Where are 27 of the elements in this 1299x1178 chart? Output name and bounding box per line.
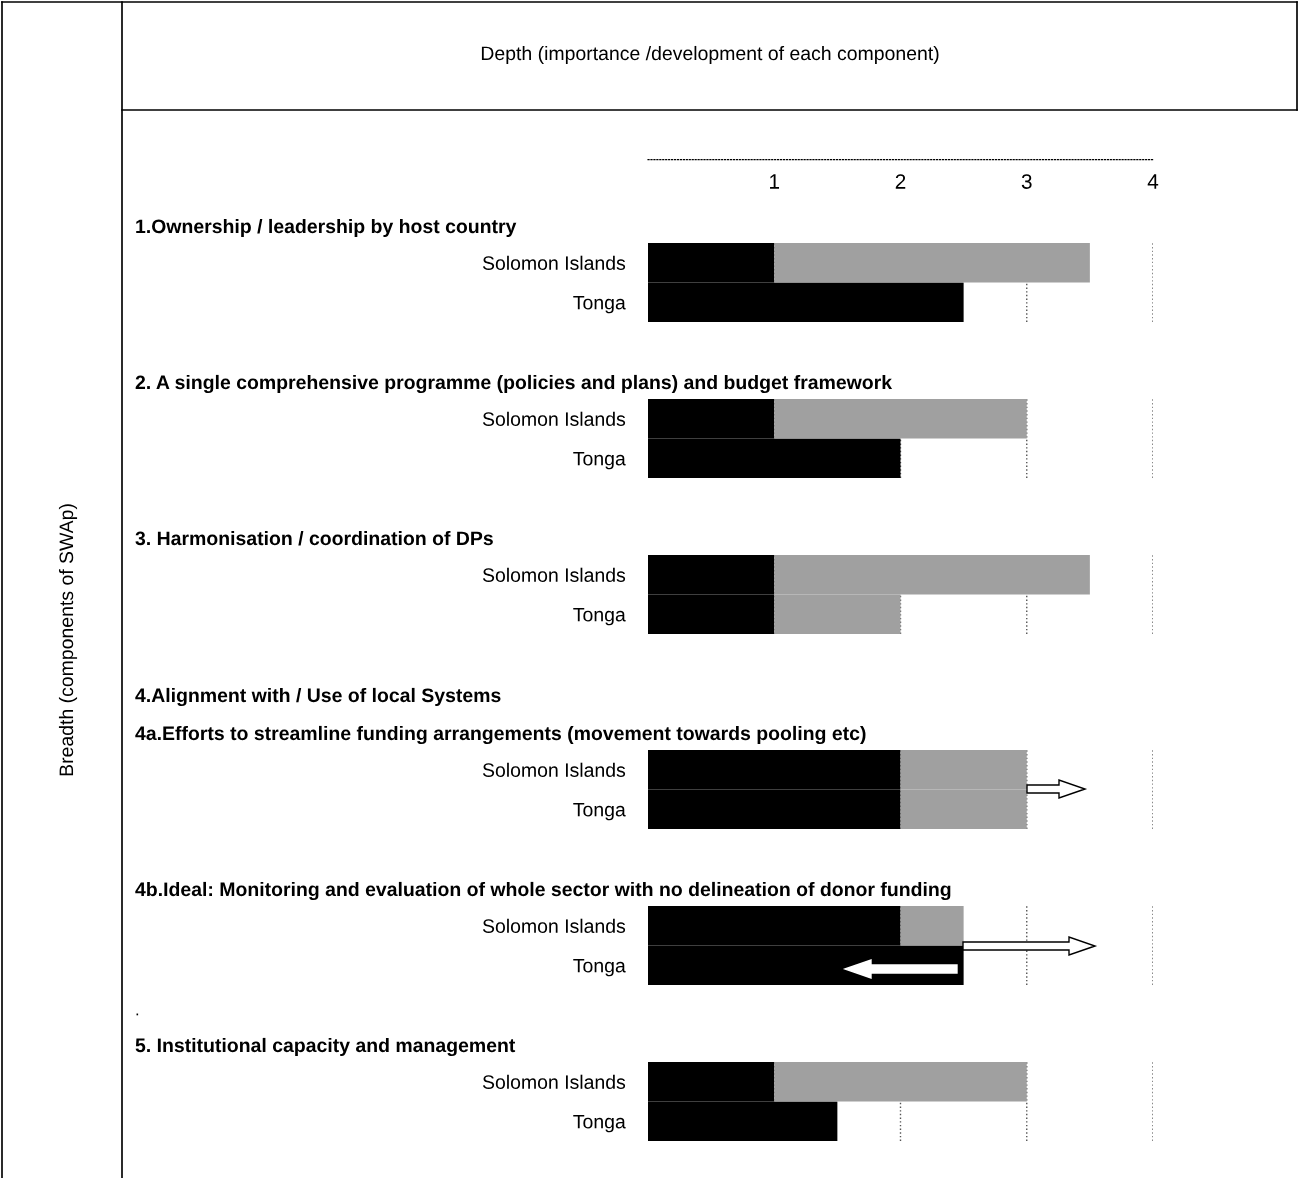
x-tick-label: 1 <box>770 174 780 189</box>
y-tick-label: Tonga <box>573 451 626 470</box>
y-tick-label: Solomon Islands <box>482 918 626 933</box>
x-tick-label: 3 <box>1021 174 1032 189</box>
text: . <box>136 1013 139 1016</box>
text: 3. Harmonisation / coordination of DPs <box>135 530 493 546</box>
y-tick-label: Solomon Islands <box>482 255 626 270</box>
bar <box>774 243 1090 283</box>
text: Breadth (components of SWAp) <box>58 504 78 776</box>
y-tick-label: Solomon Islands <box>482 762 626 777</box>
chart-subtitle: 4a.Efforts to streamline funding arrangements (movement towards pooling etc) <box>135 725 866 745</box>
y-tick-label: Tonga <box>573 958 626 977</box>
x-tick-label: 4 <box>1147 174 1159 189</box>
chart-title: 4b.Ideal: Monitoring and evaluation of whole sector with no delineation of donor funding <box>135 881 951 901</box>
y-tick-label: Tonga <box>573 607 626 626</box>
y-tick-label: Solomon Islands <box>482 1074 626 1089</box>
y-tick-label: Tonga <box>573 802 626 821</box>
y-tick-label: Solomon Islands <box>482 411 626 426</box>
x-tick-label: 2 <box>895 174 906 189</box>
y-tick-label: Tonga <box>573 295 626 314</box>
text: Depth (importance /development of each component) <box>481 45 939 65</box>
y-tick-label: Tonga <box>573 1114 626 1133</box>
y-tick-label: Solomon Islands <box>482 567 626 582</box>
text: 4.Alignment with / Use of local Systems <box>135 687 501 707</box>
text: 5. Institutional capacity and management <box>135 1037 516 1057</box>
chart-title: 2. A single comprehensive programme (policies and plans) and budget framework <box>135 374 893 394</box>
text: 1.Ownership / leadership by host country <box>136 218 517 238</box>
